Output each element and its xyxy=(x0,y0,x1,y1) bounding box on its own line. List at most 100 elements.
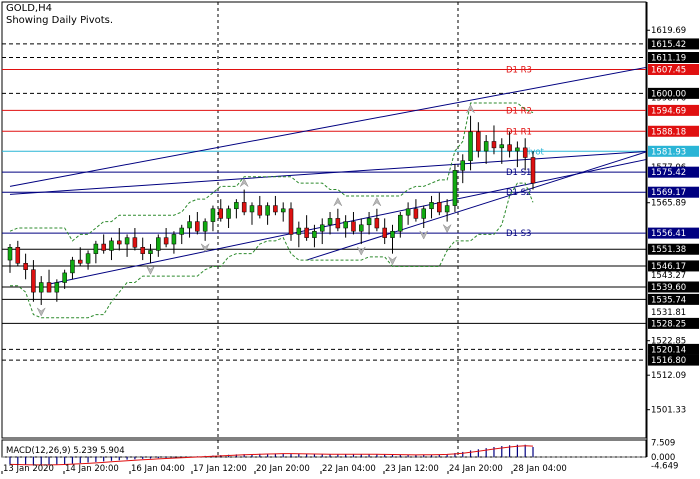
solid-level-tag: 1546.17 xyxy=(651,262,686,272)
macd-tick-label: -4.649 xyxy=(651,462,678,472)
main-plot-frame xyxy=(1,1,647,439)
dashed-level-tag: 1520.14 xyxy=(651,345,686,355)
candle-body xyxy=(312,230,317,238)
candle-body xyxy=(327,218,333,226)
candle-body xyxy=(530,157,536,184)
candle-body xyxy=(31,269,36,293)
macd-indicator-label: MACD(12,26,9) 5.239 5.904 xyxy=(6,446,125,456)
dashed-level-tag-bg xyxy=(648,87,699,99)
pivot-level-tag: 1581.93 xyxy=(651,147,686,157)
candle-body xyxy=(148,250,153,254)
candle-body xyxy=(444,205,450,213)
macd-tick-label: 0.000 xyxy=(651,453,675,463)
candle-body xyxy=(210,208,216,222)
pivot-line-label: D1 R3 xyxy=(506,65,532,75)
candle-body xyxy=(335,218,341,229)
candle-body xyxy=(249,205,255,213)
candle-body xyxy=(78,259,83,264)
candle-body xyxy=(319,224,325,232)
fractal-up-marker xyxy=(466,104,475,114)
candle-body xyxy=(390,230,395,238)
trend-channel-line xyxy=(9,150,647,195)
candle-body xyxy=(179,227,184,235)
time-tick-label: 17 Jan 12:00 xyxy=(193,464,247,474)
fractal-up-marker xyxy=(372,197,382,206)
time-tick-label: 13 Jan 2020 xyxy=(3,464,54,474)
fractal-down-marker xyxy=(419,230,428,240)
time-tick-label: 20 Jan 20:00 xyxy=(256,464,310,474)
trend-channel-line xyxy=(306,151,647,261)
candle-body xyxy=(421,208,426,219)
fractal-up-marker xyxy=(333,197,343,206)
candle-body xyxy=(85,253,91,264)
dashed-level-tag-bg xyxy=(648,38,699,50)
price-tick-label: 1501.33 xyxy=(651,406,686,416)
dashed-level-tag-bg xyxy=(648,354,699,366)
price-tick-label: 1619.69 xyxy=(651,26,686,36)
pivot-level-tag-bg xyxy=(648,186,699,198)
pivot-level-tag-bg xyxy=(648,166,699,178)
dashed-level-tag: 1615.42 xyxy=(651,40,686,50)
candle-body xyxy=(132,237,138,248)
pivot-level-tag-bg xyxy=(648,227,699,239)
pivot-line-label: D1 R1 xyxy=(506,127,532,137)
price-tick-label: 1512.09 xyxy=(651,371,686,381)
candle-body xyxy=(38,282,44,293)
candle-body xyxy=(304,227,309,238)
fractal-down-marker xyxy=(146,266,155,275)
candle-body xyxy=(491,141,497,149)
solid-level-tag: 1539.60 xyxy=(651,283,686,293)
candle-body xyxy=(202,221,208,232)
candle-body xyxy=(23,263,28,270)
candle-body xyxy=(117,240,122,245)
dashed-level-tag: 1516.80 xyxy=(651,356,686,366)
candle-body xyxy=(46,282,52,293)
candle-body xyxy=(163,237,169,245)
candle-body xyxy=(476,131,481,152)
candle-body xyxy=(359,224,364,232)
pivot-level-tag: 1575.42 xyxy=(651,168,686,178)
candle-body xyxy=(296,227,302,235)
pivot-level-tag-bg xyxy=(648,145,699,157)
candle-body xyxy=(187,221,192,229)
indicator-subtitle: Showing Daily Pivots. xyxy=(6,15,114,26)
time-tick-label: 23 Jan 12:00 xyxy=(385,464,439,474)
candle-body xyxy=(140,247,145,254)
solid-level-tag: 1535.74 xyxy=(651,295,686,305)
dashed-level-tag-bg xyxy=(648,343,699,355)
candle-body xyxy=(7,247,13,261)
price-tick-label: 1565.89 xyxy=(651,199,686,209)
price-tick-label: 1531.81 xyxy=(651,308,686,318)
candle-body xyxy=(468,131,473,161)
pivot-level-tag-bg xyxy=(648,125,699,137)
candle-body xyxy=(515,147,520,152)
candle-body xyxy=(413,208,419,219)
trend-channel-line xyxy=(9,66,647,187)
candle-body xyxy=(54,282,60,293)
candle-body xyxy=(218,208,224,219)
candle-body xyxy=(288,208,294,235)
pivot-level-tag: 1588.18 xyxy=(651,127,686,137)
dashed-level-tag: 1611.19 xyxy=(651,53,686,63)
candle-body xyxy=(70,259,75,274)
candle-body xyxy=(429,202,434,210)
candle-body xyxy=(265,205,270,216)
candle-body xyxy=(234,202,239,210)
pivot-level-tag: 1556.41 xyxy=(651,229,686,239)
pivot-level-tag-bg xyxy=(648,104,699,116)
fractal-down-marker xyxy=(442,224,452,234)
candle-body xyxy=(382,227,387,238)
candle-body xyxy=(405,208,411,216)
dashed-level-tag: 1600.00 xyxy=(651,89,686,99)
fractal-down-marker xyxy=(357,246,366,256)
pivot-line-label: D1 S1 xyxy=(506,168,531,178)
candle-body xyxy=(452,170,458,206)
candle-body xyxy=(483,141,489,152)
pivot-line-label: Pivot xyxy=(523,147,545,157)
time-tick-label: 28 Jan 04:00 xyxy=(513,464,567,474)
candle-body xyxy=(343,221,348,229)
dashed-level-tag-bg xyxy=(648,51,699,63)
candle-body xyxy=(351,221,356,232)
solid-level-tag-bg xyxy=(648,260,699,272)
price-tick-label: 1543.27 xyxy=(651,271,686,281)
